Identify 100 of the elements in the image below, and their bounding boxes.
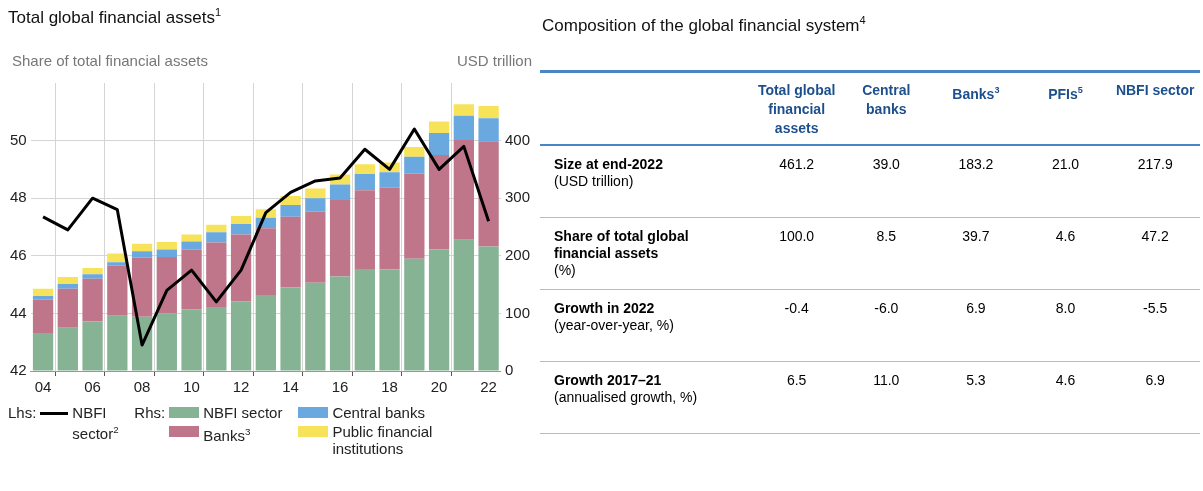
text: 217.9 [1137, 156, 1173, 172]
bar [32, 332, 54, 371]
y-axis-title: Share of total financial assets [12, 52, 208, 69]
y2-tick-label: 400 [504, 130, 530, 148]
text: 47.2 [1141, 227, 1169, 244]
bar [57, 288, 78, 328]
text: 11.0 [873, 371, 900, 388]
bar [230, 234, 252, 302]
y-tick-label: 42 [10, 361, 27, 379]
bar [57, 284, 78, 289]
bar [156, 313, 177, 371]
bar [181, 241, 202, 250]
bar [354, 269, 375, 371]
y2-tick-label: 100 [504, 303, 530, 321]
bar [156, 249, 177, 257]
bar [329, 184, 351, 200]
bar [131, 257, 153, 317]
bar [230, 301, 252, 371]
category-label: Growth in 2022 (year-over-year, %) [554, 299, 674, 333]
category-label: Size at end-2022 (USD trillion) [554, 156, 663, 189]
bar [428, 155, 450, 250]
bar [107, 315, 128, 371]
category-label: Total global financial assets [751, 71, 842, 145]
bar [379, 187, 400, 270]
bar [305, 211, 326, 283]
text: 39.0 [872, 156, 900, 172]
bar [156, 241, 177, 250]
bar [230, 224, 252, 235]
text: -0.4 [784, 299, 809, 316]
bar [379, 172, 400, 188]
text: 183.2 [958, 156, 994, 172]
y2-axis-title: USD trillion [456, 52, 532, 69]
x-tick-label: 14 [282, 378, 299, 396]
bar [280, 205, 301, 217]
bar [404, 173, 425, 259]
bar [453, 104, 474, 116]
text: 21.0 [1051, 156, 1080, 172]
legend-label: NBFI sector [203, 404, 283, 421]
text: -5.5 [1143, 299, 1168, 316]
y-tick-label: 44 [10, 303, 27, 321]
x-tick-label: 10 [183, 378, 200, 396]
text: 39.7 [962, 227, 990, 244]
text: Composition of the global financial system$^{4}$ [542, 14, 866, 36]
bar [206, 224, 227, 233]
bar [255, 228, 276, 295]
text: 6.9 [1145, 371, 1165, 388]
x-tick-label: 16 [331, 378, 349, 396]
x-tick-label: 12 [232, 378, 250, 396]
x-tick-label: 20 [430, 378, 448, 396]
text: 100.0 [779, 227, 815, 244]
bar [354, 174, 375, 191]
text: 461.2 [779, 156, 815, 172]
legend-label: Central banks [332, 404, 425, 421]
category-label: NBFI sector [1110, 71, 1200, 145]
bar [404, 146, 425, 157]
x-tick-label: 22 [480, 378, 497, 396]
x-tick-label: 18 [381, 378, 398, 396]
text: 8.0 [1055, 299, 1076, 316]
x-tick-label: 08 [133, 378, 151, 396]
bar [453, 115, 474, 141]
bar [57, 327, 78, 371]
bar [404, 156, 425, 174]
bar [453, 140, 474, 240]
bar [230, 216, 252, 225]
category-label: Share of total global financial assets (%) [554, 227, 689, 278]
bar [453, 239, 474, 371]
bar [478, 141, 499, 247]
bar [428, 249, 450, 371]
category-label: Growth 2017–21 (annualised growth, %) [554, 371, 698, 405]
text: -6.0 [874, 299, 899, 316]
bar [82, 321, 103, 371]
bar [255, 294, 276, 371]
bar [32, 288, 54, 297]
bar [107, 265, 128, 316]
y-tick-label: 48 [10, 188, 27, 206]
bar [305, 282, 326, 371]
x-tick-label: 04 [34, 378, 52, 396]
bar [181, 249, 202, 310]
bar [131, 243, 153, 252]
bar [354, 190, 375, 270]
text: 6.9 [966, 299, 986, 316]
y2-tick-label: 0 [504, 361, 514, 379]
legend-label: Public financial institutions [332, 423, 434, 457]
text: 8.5 [876, 227, 897, 244]
text: Lhs: [8, 404, 37, 423]
bar [206, 242, 227, 308]
y2-tick-label: 200 [504, 245, 530, 263]
category-label: Central banks [841, 71, 932, 145]
bar [181, 234, 202, 242]
bar [354, 164, 375, 175]
bar [428, 133, 450, 155]
text: Rhs: [134, 404, 166, 423]
bar [478, 118, 499, 142]
bar [379, 269, 400, 371]
bar [280, 287, 301, 371]
bar [57, 277, 78, 285]
bar [478, 106, 499, 119]
bar [329, 276, 351, 371]
bar [280, 216, 301, 288]
legend-label: Banks$^{3}$ [203, 425, 251, 444]
